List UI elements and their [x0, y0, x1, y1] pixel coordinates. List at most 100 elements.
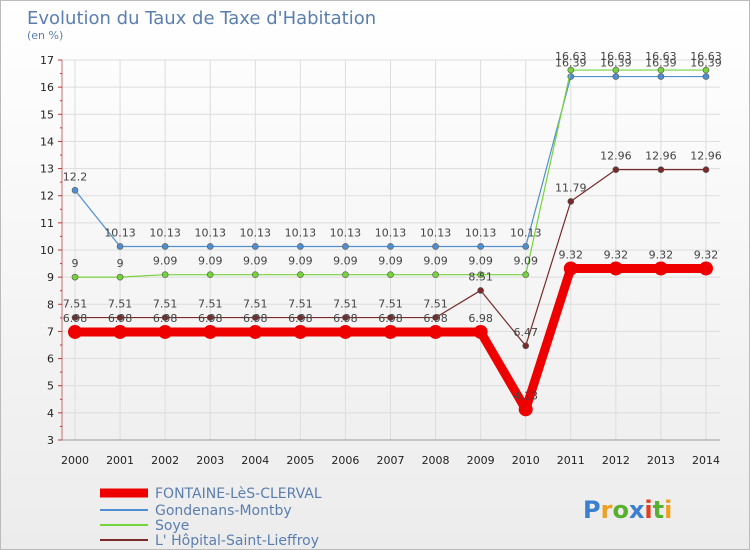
logo-letter: x [629, 496, 645, 524]
series-0 [68, 261, 713, 417]
data-label: 6.47 [513, 326, 538, 339]
data-label: 6.98 [468, 312, 493, 325]
x-tick-label: 2009 [467, 454, 495, 467]
data-label: 9 [72, 257, 79, 270]
data-point [338, 324, 353, 339]
data-label: 7.51 [108, 298, 133, 311]
data-label: 9.09 [153, 255, 178, 268]
logo-letter: t [653, 496, 664, 524]
data-label: 6.98 [288, 312, 313, 325]
data-point [71, 186, 79, 194]
grid [62, 59, 720, 441]
data-label: 16.39 [555, 57, 587, 70]
data-label: 9.32 [694, 248, 719, 261]
data-label: 16.63 [645, 50, 677, 63]
series-2 [71, 66, 710, 281]
data-point [612, 66, 620, 74]
data-label: 12.96 [645, 150, 677, 163]
data-point [428, 324, 443, 339]
chart-subtitle: (en %) [27, 29, 63, 42]
data-label: 7.51 [243, 298, 268, 311]
data-label: 9.09 [333, 255, 358, 268]
data-point [161, 243, 169, 250]
data-point [251, 243, 259, 250]
axes: 3 4 5 6 7 8 9 10 11 12 13 14 15 16 17 2000 2001 2002 2003 2… [40, 54, 720, 467]
x-tick-label: 2012 [602, 454, 630, 467]
data-label: 10.13 [285, 226, 317, 239]
data-point [477, 271, 484, 279]
data-point [657, 66, 665, 74]
data-point [161, 314, 169, 321]
y-tick-label: 17 [40, 54, 54, 67]
data-label: 10.13 [420, 226, 452, 239]
x-tick-label: 2011 [557, 454, 585, 467]
data-point [432, 243, 439, 250]
y-tick-label: 5 [47, 380, 54, 393]
data-point [116, 314, 124, 321]
x-tick-label: 2010 [512, 454, 540, 467]
data-point [248, 324, 263, 339]
data-label: 7.51 [153, 298, 178, 311]
data-label: 6.98 [243, 312, 268, 325]
y-tick-label: 11 [40, 217, 54, 230]
data-point [342, 271, 349, 279]
y-tick-label: 12 [40, 190, 54, 203]
data-point [563, 261, 578, 276]
y-tick-label: 14 [40, 135, 54, 148]
logo-letter: P [583, 496, 601, 524]
data-point [342, 314, 349, 321]
x-tick-label: 2001 [106, 454, 134, 467]
data-label: 6.98 [333, 312, 358, 325]
data-label: 10.13 [375, 226, 407, 239]
data-label: 6.98 [108, 312, 133, 325]
x-tick-label: 2000 [61, 454, 89, 467]
data-point [297, 243, 304, 250]
data-label: 11.79 [555, 181, 587, 194]
data-label: 9 [117, 257, 124, 270]
data-point [297, 271, 304, 279]
data-point [522, 271, 530, 279]
data-point [206, 243, 214, 250]
data-label: 6.98 [63, 312, 88, 325]
data-label: 9.32 [604, 248, 629, 261]
data-label: 9.09 [513, 255, 538, 268]
data-point [522, 243, 530, 250]
data-point [387, 271, 394, 279]
data-label: 16.39 [645, 57, 677, 70]
data-point [116, 273, 124, 281]
data-label: 7.51 [198, 298, 223, 311]
data-point [477, 243, 484, 250]
data-label: 10.13 [465, 226, 497, 239]
data-label: 9.09 [198, 255, 223, 268]
data-point [567, 66, 575, 74]
data-label: 6.98 [198, 312, 223, 325]
data-label: 9.09 [288, 255, 313, 268]
data-point [699, 261, 713, 276]
x-tick-label: 2002 [151, 454, 179, 467]
data-point [612, 73, 620, 80]
data-point [161, 271, 169, 279]
data-label: 16.39 [600, 57, 632, 70]
data-label: 16.63 [555, 50, 587, 63]
x-tick-label: 2007 [377, 454, 405, 467]
y-tick-label: 4 [47, 407, 54, 420]
x-tick-label: 2004 [241, 454, 269, 467]
y-tick-label: 9 [47, 271, 54, 284]
data-point [702, 73, 710, 80]
legend-label: FONTAINE-LèS-CLERVAL [155, 486, 322, 502]
series-layer [68, 66, 713, 417]
data-point [68, 324, 82, 339]
data-label: 9.09 [243, 255, 268, 268]
data-label: 16.39 [690, 57, 722, 70]
data-label: 9.32 [649, 248, 674, 261]
data-label: 9.09 [468, 255, 493, 268]
data-label: 9.09 [423, 255, 448, 268]
data-label: 7.51 [288, 298, 313, 311]
data-label: 6.98 [423, 312, 448, 325]
data-label: 6.98 [153, 312, 178, 325]
logo-letter: o [612, 496, 629, 524]
data-labels: 6.98 6.98 6.98 6.98 6.98 6.98 6.98 6.98 6.98 6.98… [63, 50, 722, 402]
data-label: 10.13 [104, 226, 136, 239]
data-point [702, 66, 710, 74]
